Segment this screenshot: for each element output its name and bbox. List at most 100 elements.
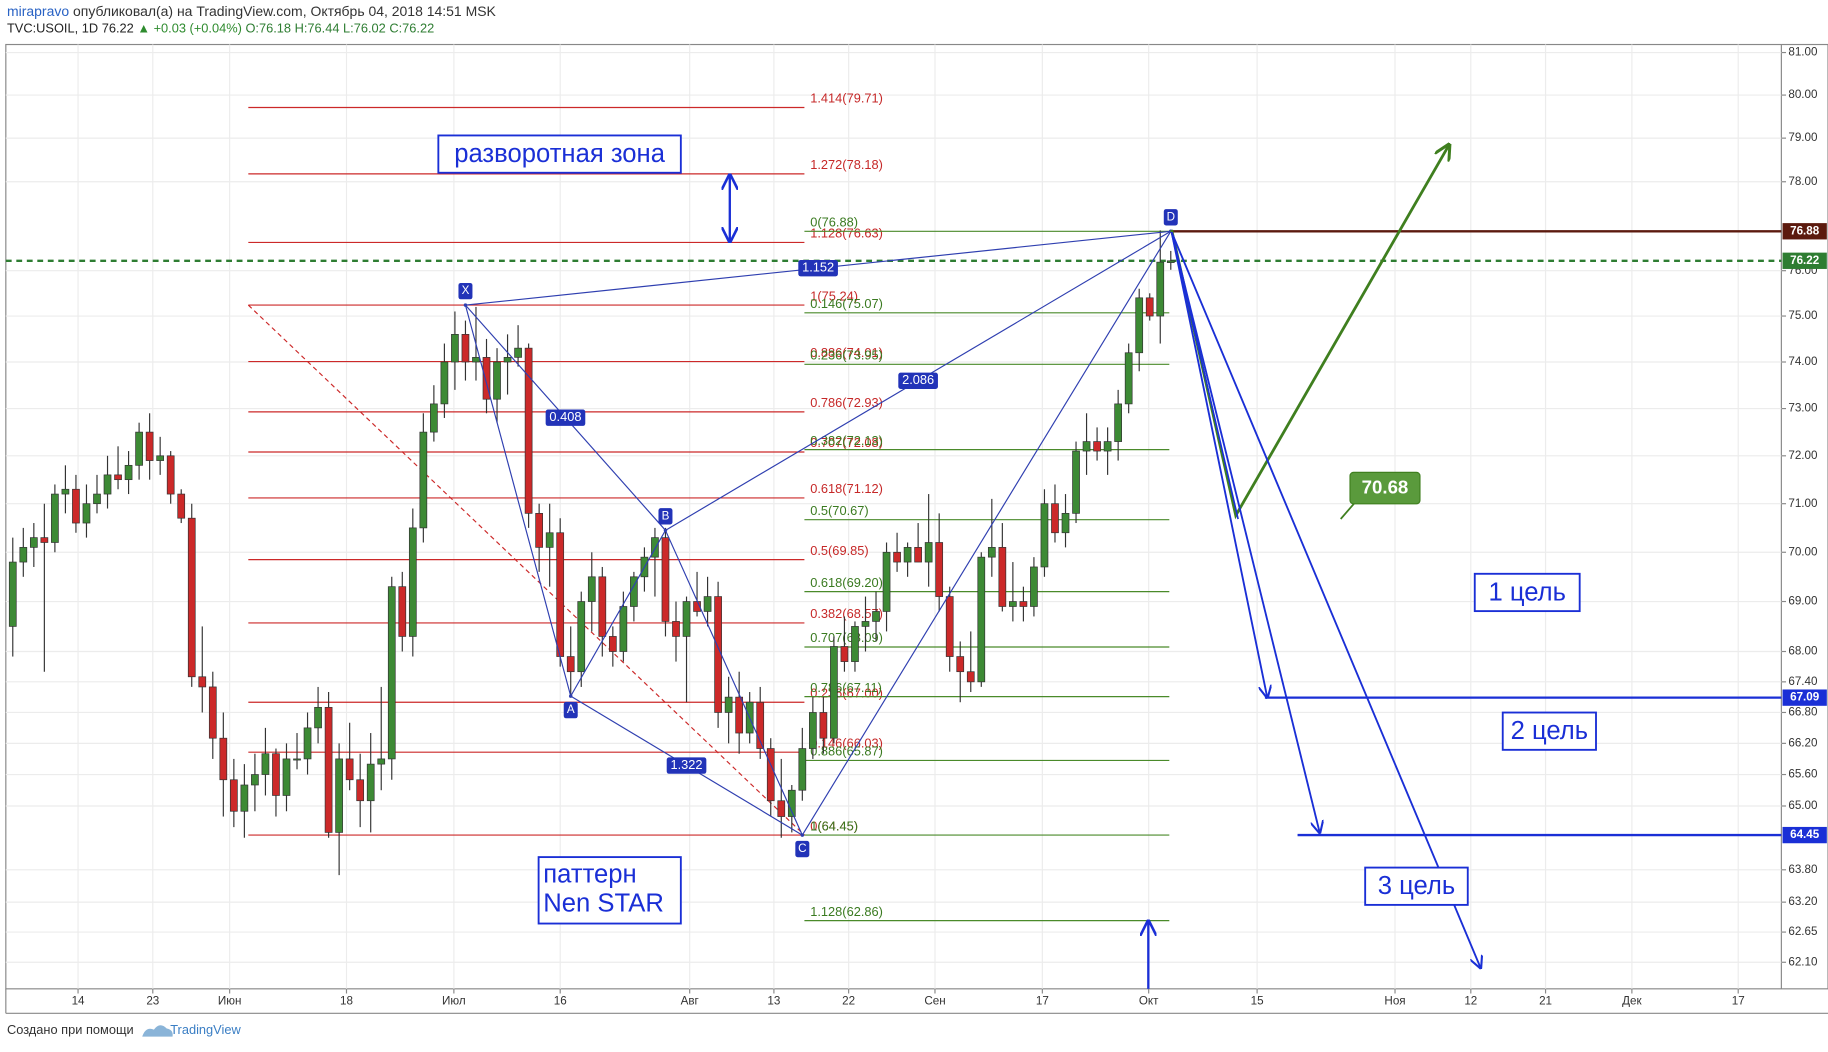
candle-body [935, 542, 944, 597]
candle-body [293, 758, 301, 761]
candle-body [809, 712, 817, 749]
candle-body [756, 701, 765, 749]
y-tick-label: 74.00 [1788, 355, 1818, 368]
candle-body [408, 527, 417, 637]
y-tick-label: 62.10 [1788, 955, 1818, 968]
target-arrow [1170, 232, 1268, 697]
candle-body [482, 357, 491, 400]
candle-body [51, 493, 59, 543]
candle-body [82, 503, 91, 524]
price: 76.22 [102, 21, 134, 36]
candle-body [1030, 566, 1038, 607]
x-tick-label: Июл [442, 995, 466, 1008]
candle-body [335, 758, 343, 833]
candle-body [1145, 297, 1154, 317]
candle-body [114, 474, 122, 481]
fib-label: 0.786(67.11) [810, 680, 882, 695]
x-tick-label: Окт [1139, 995, 1159, 1008]
ratio-label: 1.152 [802, 260, 834, 275]
pattern-point-label: C [798, 842, 806, 855]
fib-label: 0.707(72.08) [810, 435, 883, 450]
candle-body [998, 547, 1007, 607]
candle-body [1124, 352, 1133, 405]
candle-body [451, 334, 459, 363]
footer-brand[interactable]: TradingView [170, 1022, 241, 1037]
fib-label: 0.618(71.12) [810, 481, 883, 496]
y-tick-label: 72.00 [1788, 449, 1818, 462]
pattern-point-label: D [1167, 210, 1175, 223]
candle-body [240, 784, 249, 812]
candle-body [577, 601, 586, 673]
candle-body [987, 547, 996, 558]
ratio-tag [545, 409, 586, 426]
header-line-2: TVC:USOIL, 1D 76.22 ▲ +0.03 (+0.04%) O:7… [7, 21, 434, 36]
candle-body [187, 517, 196, 678]
candle-body [440, 361, 449, 405]
x-tick-label: Авг [681, 995, 699, 1008]
candle-body [619, 606, 628, 652]
target-arrow [1170, 231, 1320, 832]
candle-body [1072, 450, 1080, 514]
candle-body [356, 779, 365, 802]
candle-body [556, 532, 565, 657]
candle-body [651, 537, 659, 558]
candle-body [230, 779, 238, 812]
y-tick-label: 71.00 [1788, 497, 1818, 510]
change: ▲ +0.03 (+0.04%) [137, 21, 242, 36]
candle-body [956, 656, 965, 673]
candle-body [1019, 601, 1028, 607]
candle-body [1082, 441, 1091, 452]
candle-body [703, 596, 712, 612]
pattern-point-tag [1163, 209, 1178, 226]
ratio-tag [898, 372, 938, 389]
candle-body [93, 493, 101, 505]
candle-body [461, 334, 470, 363]
target-arrow [1170, 232, 1239, 520]
ohlc: O:76.18 H:76.44 L:76.02 C:76.22 [245, 21, 434, 36]
x-tick-label: 12 [1464, 995, 1477, 1008]
candle-body [566, 656, 575, 673]
candle-body [314, 706, 322, 729]
candle-body [1061, 513, 1070, 534]
y-tick-label: 75.00 [1788, 309, 1818, 322]
x-tick-label: Дек [1622, 995, 1642, 1008]
candle-body [545, 532, 554, 548]
candle-body [524, 347, 533, 514]
candle-body [8, 561, 17, 627]
price-line-tag [1782, 826, 1827, 844]
ratio-label: 0.408 [549, 409, 581, 424]
published: опубликовал(а) на TradingView.com, Октяб… [73, 3, 497, 19]
candle-body [272, 753, 280, 796]
price-line-tag [1782, 252, 1827, 269]
y-tick-label: 79.00 [1788, 131, 1818, 144]
target-box [1364, 866, 1469, 906]
candle-body [398, 586, 407, 637]
candle-body [851, 626, 859, 662]
author[interactable]: mirapravo [7, 3, 69, 19]
x-tick-label: 15 [1251, 995, 1264, 1008]
y-tick-label: 65.60 [1788, 768, 1818, 781]
fib-label: 1.414(79.71) [810, 91, 883, 106]
candle-body [19, 547, 28, 563]
pattern-leg [570, 530, 666, 697]
fib-label: 0.707(68.09) [810, 630, 883, 645]
y-tick-label: 63.80 [1788, 863, 1818, 876]
y-tick-label: 80.00 [1788, 88, 1818, 101]
plot-layer: 81.0080.0079.0078.0076.0075.0074.0073.00… [5, 44, 1818, 1008]
target-box [1501, 711, 1597, 751]
plot-frame [5, 43, 1828, 990]
price-lines: 76.88 76.22 67.09 64.45 [1782, 223, 1827, 844]
y-tick-label: 78.00 [1788, 175, 1818, 188]
candle-body [661, 537, 670, 622]
footer: Создано при помощи TradingView [7, 1022, 241, 1037]
x-tick-label: 21 [1539, 995, 1552, 1008]
fib-label: 1(64.45) [810, 818, 858, 833]
candle-body [29, 537, 38, 548]
x-tick-label: 16 [554, 995, 567, 1008]
price-note: 70.68 [1362, 477, 1409, 498]
fib-label: 0.382(68.57) [810, 606, 883, 621]
x-tick-label: Ноя [1384, 995, 1405, 1008]
pattern-point [800, 833, 805, 837]
